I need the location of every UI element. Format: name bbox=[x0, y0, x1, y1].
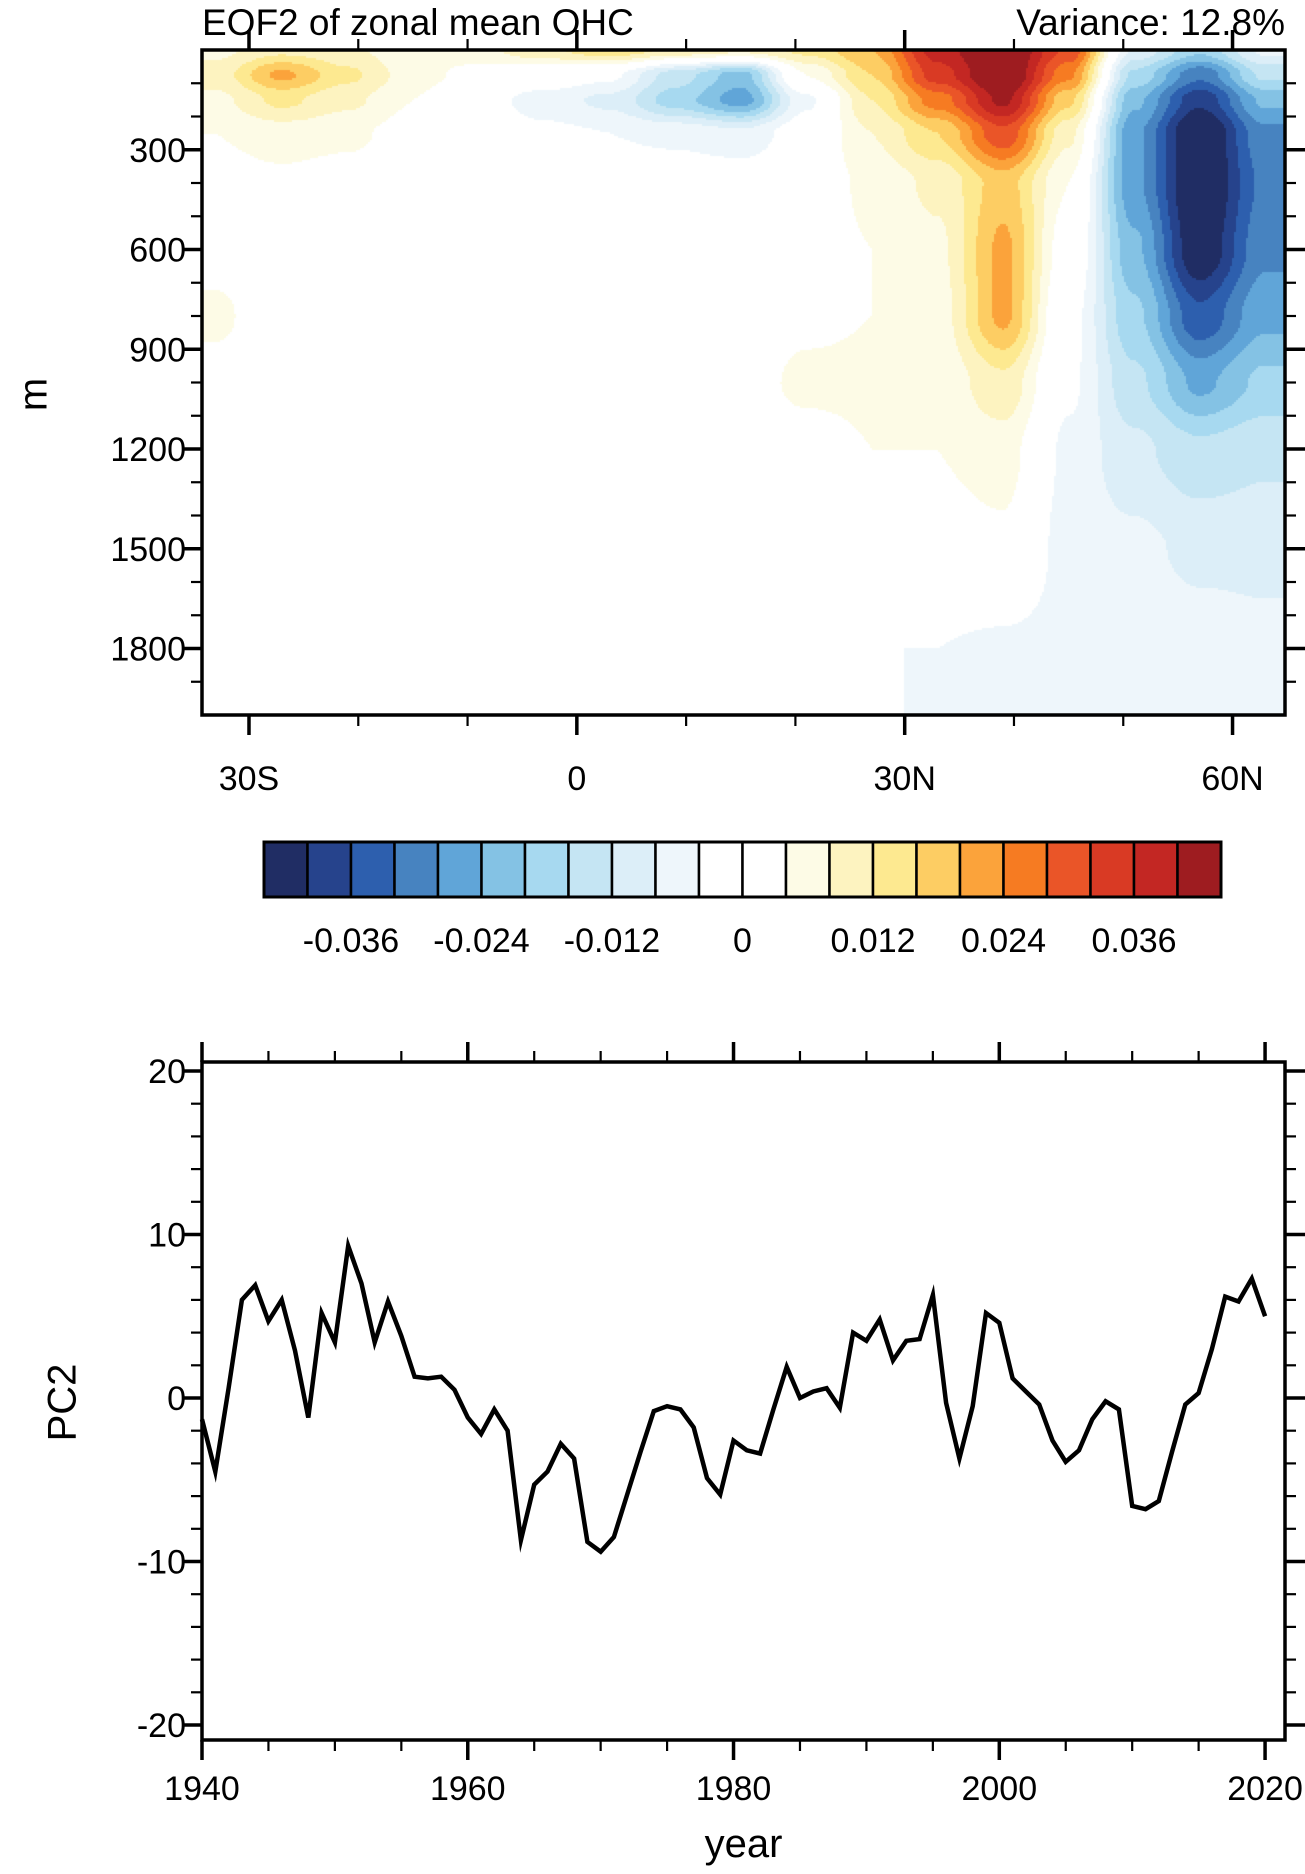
tick-label: 1980 bbox=[696, 1770, 772, 1808]
year-axis-title: year bbox=[704, 1822, 783, 1866]
colorbar-cell bbox=[697, 840, 744, 899]
colorbar-cell bbox=[436, 840, 483, 899]
colorbar-cell bbox=[1002, 840, 1049, 899]
tick-label: -0.036 bbox=[303, 922, 399, 960]
tick-label: 0 bbox=[567, 760, 586, 798]
tick-label: 0.036 bbox=[1091, 922, 1176, 960]
tick-label: -0.024 bbox=[433, 922, 529, 960]
colorbar-cell bbox=[828, 840, 875, 899]
contour-plot-canvas bbox=[202, 50, 1285, 715]
colorbar-cell bbox=[393, 840, 440, 899]
colorbar-cell bbox=[915, 840, 962, 899]
tick-label: 10 bbox=[148, 1217, 186, 1255]
tick-label: 60N bbox=[1201, 760, 1263, 798]
plot-frame bbox=[200, 1060, 1287, 1742]
colorbar-cell bbox=[567, 840, 614, 899]
colorbar-frame bbox=[262, 840, 1223, 899]
colorbar-cell bbox=[306, 840, 353, 899]
tick-label: 1940 bbox=[164, 1770, 240, 1808]
tick-label: 1960 bbox=[430, 1770, 506, 1808]
tick-label: -20 bbox=[137, 1707, 186, 1745]
colorbar-cell bbox=[1132, 840, 1179, 899]
depth-axis-title: m bbox=[11, 377, 56, 412]
tick-label: 600 bbox=[129, 232, 186, 270]
plot-frame bbox=[200, 48, 1287, 717]
tick-label: 1500 bbox=[110, 531, 186, 569]
tick-label: 2000 bbox=[961, 1770, 1037, 1808]
tick-label: 30N bbox=[874, 760, 936, 798]
colorbar-cell bbox=[349, 840, 396, 899]
pc2-timeseries-line bbox=[199, 1236, 1268, 1555]
tick-label: 20 bbox=[148, 1053, 186, 1091]
colorbar-cell bbox=[610, 840, 657, 899]
colorbar-cell bbox=[1176, 840, 1223, 899]
colorbar-cell bbox=[480, 840, 527, 899]
tick-label: 0 bbox=[733, 922, 752, 960]
colorbar-cell bbox=[958, 840, 1005, 899]
colorbar-cell bbox=[654, 840, 701, 899]
colorbar-cell bbox=[523, 840, 570, 899]
colorbar-cell bbox=[784, 840, 831, 899]
colorbar-cell bbox=[871, 840, 918, 899]
tick-label: 1800 bbox=[110, 631, 186, 669]
pc2-axis-title: PC2 bbox=[40, 1363, 85, 1442]
tick-label: 0.012 bbox=[830, 922, 915, 960]
page-title: EOF2 of zonal mean OHC bbox=[202, 2, 634, 43]
colorbar-cell bbox=[1089, 840, 1136, 899]
tick-label: 30S bbox=[219, 760, 280, 798]
variance-label: Variance: 12.8% bbox=[1016, 2, 1285, 43]
tick-label: 2020 bbox=[1227, 1770, 1303, 1808]
colorbar-cell bbox=[741, 840, 788, 899]
tick-label: 300 bbox=[129, 132, 186, 170]
colorbar-cell bbox=[262, 840, 309, 899]
tick-label: 1200 bbox=[110, 431, 186, 469]
tick-label: 0.024 bbox=[961, 922, 1046, 960]
tick-label: 0 bbox=[167, 1380, 186, 1418]
tick-label: -0.012 bbox=[564, 922, 660, 960]
colorbar-cell bbox=[1045, 840, 1092, 899]
tick-label: 900 bbox=[129, 331, 186, 369]
tick-label: -10 bbox=[137, 1544, 186, 1582]
